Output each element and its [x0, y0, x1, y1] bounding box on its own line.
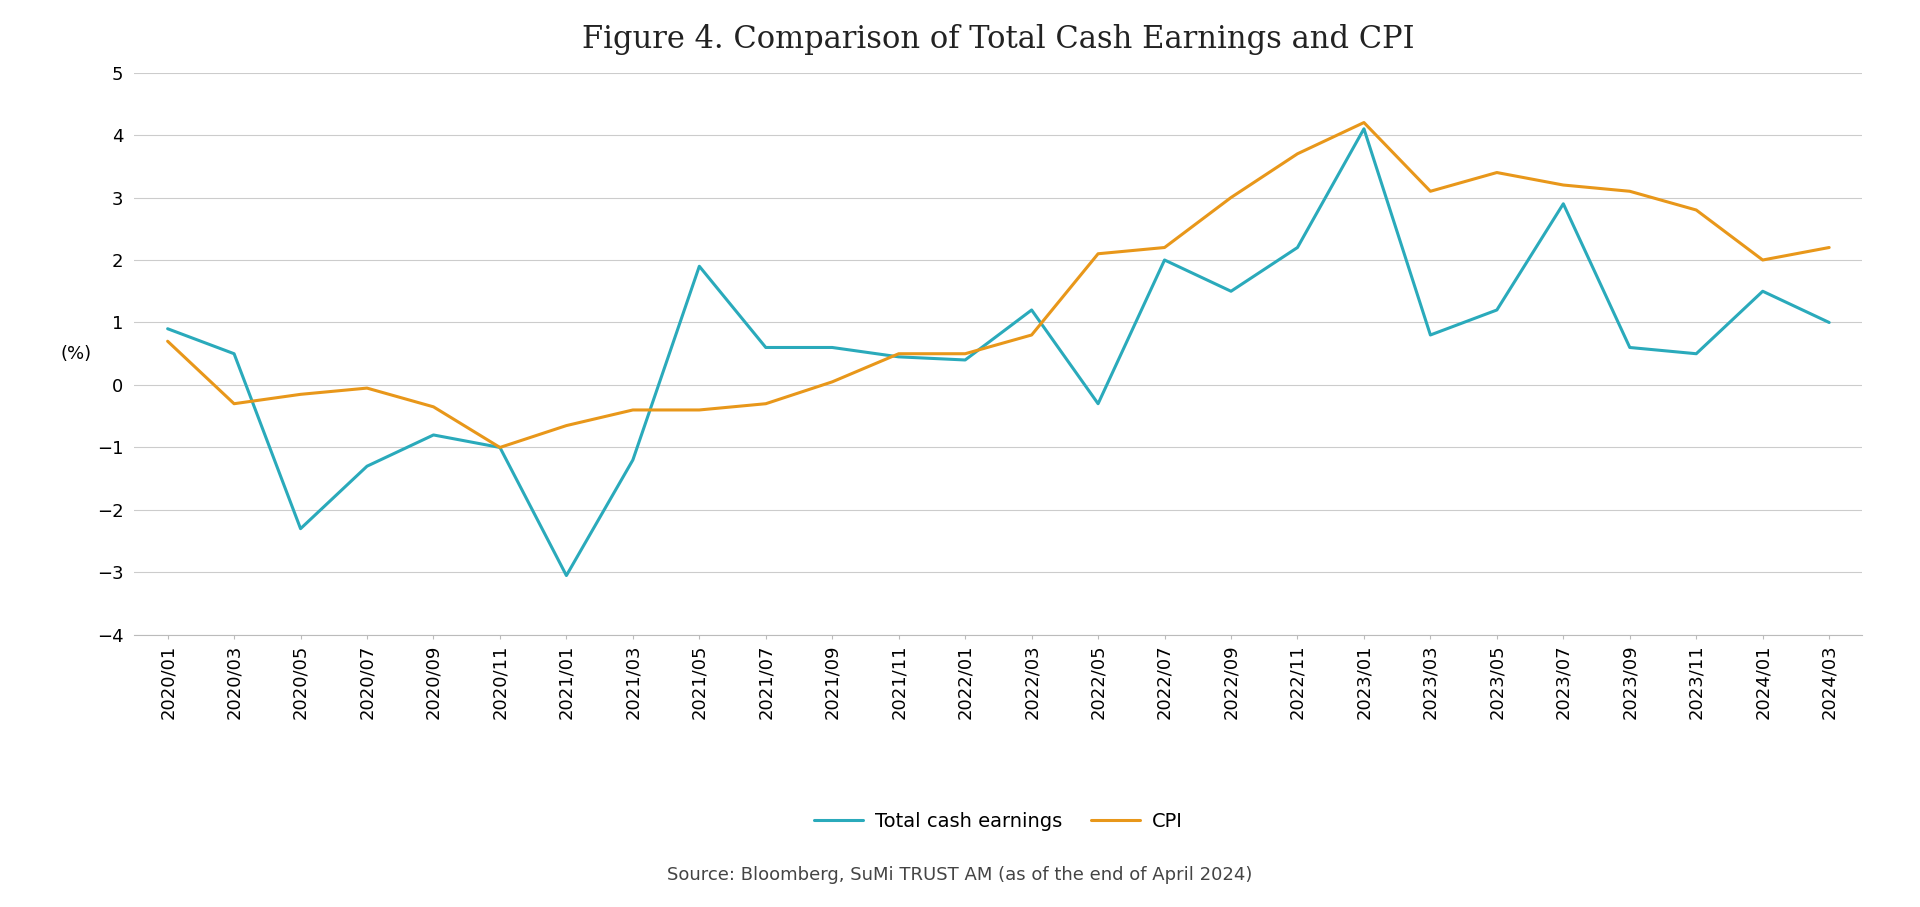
CPI [954, 348, 977, 359]
CPI [555, 420, 578, 431]
Total cash earnings [355, 461, 378, 472]
Total cash earnings [622, 454, 645, 465]
CPI [1219, 192, 1242, 203]
Total cash earnings [1087, 398, 1110, 409]
Title: Figure 4. Comparison of Total Cash Earnings and CPI: Figure 4. Comparison of Total Cash Earni… [582, 24, 1415, 54]
CPI [488, 442, 511, 453]
Total cash earnings [887, 351, 910, 362]
Total cash earnings [1154, 255, 1177, 266]
Total cash earnings [290, 523, 313, 534]
Total cash earnings [1219, 286, 1242, 297]
Total cash earnings [1684, 348, 1707, 359]
CPI [1751, 255, 1774, 266]
CPI [290, 389, 313, 400]
CPI [1154, 242, 1177, 253]
Total cash earnings [1818, 317, 1841, 328]
Total cash earnings [687, 261, 710, 272]
Total cash earnings [1551, 199, 1574, 210]
Total cash earnings [1286, 242, 1309, 253]
Line: CPI: CPI [167, 122, 1830, 447]
Total cash earnings [1020, 305, 1043, 316]
Total cash earnings [954, 355, 977, 366]
Total cash earnings [422, 430, 445, 441]
CPI [820, 376, 843, 387]
CPI [156, 336, 179, 346]
Text: Source: Bloomberg, SuMi TRUST AM (as of the end of April 2024): Source: Bloomberg, SuMi TRUST AM (as of … [668, 866, 1252, 884]
Legend: Total cash earnings, CPI: Total cash earnings, CPI [806, 805, 1190, 839]
CPI [1619, 186, 1642, 197]
Total cash earnings [1419, 329, 1442, 340]
Total cash earnings [1619, 342, 1642, 353]
CPI [1286, 149, 1309, 160]
Total cash earnings [488, 442, 511, 453]
Line: Total cash earnings: Total cash earnings [167, 129, 1830, 576]
CPI [622, 405, 645, 415]
CPI [223, 398, 246, 409]
Total cash earnings [1751, 286, 1774, 297]
CPI [687, 405, 710, 415]
CPI [1087, 249, 1110, 259]
Total cash earnings [223, 348, 246, 359]
CPI [422, 402, 445, 413]
Total cash earnings [820, 342, 843, 353]
CPI [355, 383, 378, 394]
Total cash earnings [555, 571, 578, 581]
CPI [1352, 117, 1375, 128]
CPI [1684, 205, 1707, 216]
CPI [1419, 186, 1442, 197]
Total cash earnings [1352, 123, 1375, 134]
CPI [1551, 180, 1574, 190]
CPI [1486, 167, 1509, 178]
Y-axis label: (%): (%) [60, 345, 92, 363]
CPI [755, 398, 778, 409]
CPI [1818, 242, 1841, 253]
Total cash earnings [156, 323, 179, 334]
Total cash earnings [1486, 305, 1509, 316]
CPI [887, 348, 910, 359]
Total cash earnings [755, 342, 778, 353]
CPI [1020, 329, 1043, 340]
